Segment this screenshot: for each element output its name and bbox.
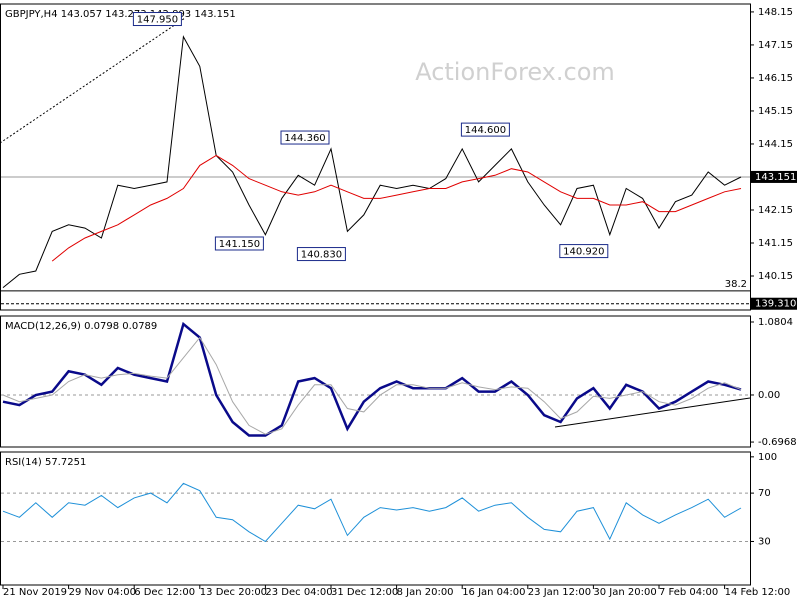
- x-tick-label: 30 Jan 20:00: [593, 587, 656, 598]
- series-line: [2, 482, 742, 543]
- y-tick-label: 70: [758, 488, 771, 499]
- x-tick-label: 13 Dec 20:00: [200, 587, 267, 598]
- panel-frame: [0, 3, 751, 311]
- series-line: [2, 35, 742, 288]
- y-tick-label: 146.15: [758, 73, 793, 84]
- y-tick-label: -0.6968: [758, 437, 797, 448]
- trend-line: [0, 17, 186, 144]
- y-tick-label: 100: [758, 452, 777, 463]
- annotation-label: 144.600: [465, 125, 506, 136]
- x-tick-label: 7 Feb 04:00: [659, 587, 718, 598]
- last-price-label: 143.151: [755, 172, 796, 183]
- y-tick-label: 140.15: [758, 271, 793, 282]
- y-tick-label: 0.00: [758, 390, 780, 401]
- annotation-box: [280, 130, 330, 145]
- y-tick-label: 30: [758, 536, 771, 547]
- x-tick-label: 21 Nov 2019: [3, 587, 67, 598]
- x-tick-label: 29 Nov 04:00: [69, 587, 136, 598]
- annotation-box: [460, 122, 510, 137]
- annotation-label: 140.830: [301, 250, 342, 261]
- annotation-label: 144.360: [284, 133, 325, 144]
- panel-frame: [0, 451, 751, 586]
- x-tick-label: 6 Dec 12:00: [134, 587, 195, 598]
- x-tick-label: 8 Jan 20:00: [397, 587, 454, 598]
- annotation-box: [132, 12, 182, 27]
- series-line: [2, 336, 742, 435]
- annotation-box: [296, 247, 346, 262]
- x-tick-label: 23 Dec 04:00: [265, 587, 332, 598]
- annotation-box: [559, 244, 609, 259]
- panel-title: RSI(14) 57.7251: [5, 457, 86, 468]
- y-tick-label: 1.0804: [758, 317, 793, 328]
- watermark: ActionForex.com: [415, 58, 615, 86]
- x-tick-label: 31 Dec 12:00: [331, 587, 398, 598]
- fib-label: 38.2: [725, 279, 747, 290]
- y-tick-label: 147.15: [758, 40, 793, 51]
- y-tick-label: 144.15: [758, 139, 793, 150]
- x-tick-label: 14 Feb 12:00: [725, 587, 791, 598]
- annotation-label: 147.950: [137, 15, 178, 26]
- annotation-label: 140.920: [563, 247, 604, 258]
- price-label-box: [751, 297, 797, 310]
- y-tick-label: 148.15: [758, 7, 793, 18]
- support-label: 139.310: [755, 299, 796, 310]
- panel-frame: [0, 315, 751, 448]
- x-tick-label: 23 Jan 12:00: [528, 587, 591, 598]
- series-line: [51, 154, 742, 262]
- x-tick-label: 16 Jan 04:00: [462, 587, 525, 598]
- panel-title: MACD(12,26,9) 0.0798 0.0789: [5, 321, 157, 332]
- annotation-box: [214, 236, 264, 251]
- y-tick-label: 142.15: [758, 205, 793, 216]
- y-tick-label: 141.15: [758, 238, 793, 249]
- macd-trend-line: [554, 397, 751, 428]
- price-label-box: [751, 170, 797, 183]
- panel-title: GBPJPY,H4 143.057 143.273 142.893 143.15…: [5, 9, 236, 20]
- y-tick-label: 145.15: [758, 106, 793, 117]
- annotation-label: 141.150: [219, 239, 260, 250]
